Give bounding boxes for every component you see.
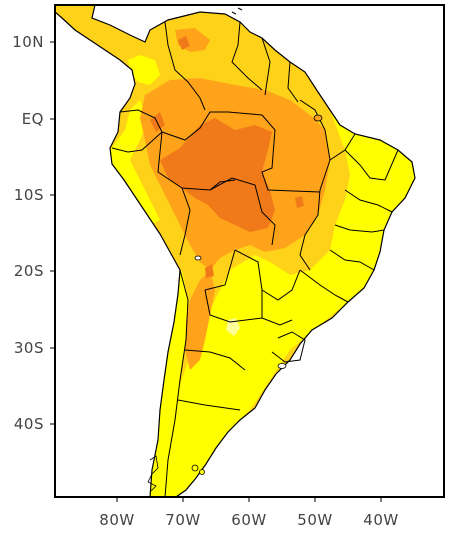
border-ecuador-peru [111,131,163,153]
x-label-60w: 60W [231,511,266,529]
border-suriname-guiana [287,61,299,103]
border-peru-brazil [157,131,236,191]
yellow-zone-east [160,110,415,497]
border-argentina-provinces-2 [261,290,293,326]
border-paraguay [234,249,301,301]
coastline [55,5,416,497]
border-colombia-brazil [161,111,263,141]
border-brazil-states-9 [299,269,349,303]
island-falklands-1 [191,464,199,472]
border-argentina-bolivia [204,249,236,291]
border-brazil-states-5 [344,149,399,181]
border-brazil-states-7 [334,224,385,233]
border-venezuela-guyana [231,21,263,91]
border-brazil-states-3 [299,189,321,271]
border-chile-argentina [164,269,189,497]
border-brazil-states-6 [344,189,393,213]
lagoa-dos-patos [277,363,287,369]
shaded-land [55,5,416,497]
x-label-40w: 40W [363,511,398,529]
dark-orange-spot-3 [295,196,304,208]
y-label-eq: EQ [22,110,44,128]
dark-orange-zone-center [160,118,275,232]
border-bolivia-brazil [209,177,276,246]
border-colombia-venezuela [164,21,206,111]
x-label-70w: 70W [165,511,200,529]
border-brazil-states-8 [329,249,375,271]
dark-orange-spot-2 [178,36,190,50]
border-colombia-ecuador [119,109,163,133]
border-argentina-provinces-4 [177,399,241,411]
x-label-80w: 80W [99,511,134,529]
border-brazil-states-2 [299,99,331,191]
y-axis-ticks [50,41,55,425]
x-axis-ticks [116,497,382,502]
y-label-40s: 40S [14,415,44,433]
caribbean-coast-islands [231,7,243,15]
archipelago-chile [147,455,159,493]
yellow-zone-north-coast [128,55,160,85]
x-axis-labels: 80W 70W 60W 50W 40W [99,511,398,529]
country-borders [111,21,399,497]
border-brazil-states-1 [261,114,321,193]
border-uruguay [271,331,306,363]
island-falklands-2 [199,469,205,475]
pale-yellow-patch [226,318,240,336]
yellow-zone-andes [150,270,188,497]
orange-zone-south [185,270,215,370]
y-label-30s: 30S [14,339,44,357]
border-argentina-provinces-1 [204,289,263,323]
border-guyana-suriname [261,37,271,96]
y-label-20s: 20S [14,262,44,280]
lake-titicaca [194,255,202,261]
island-marajo [313,114,323,122]
border-argentina-provinces-3 [184,349,246,371]
x-label-50w: 50W [297,511,332,529]
border-peru-bolivia [179,187,191,256]
dark-orange-spot-4 [205,264,214,278]
y-label-10n: 10N [12,33,44,51]
y-axis-labels: 10N EQ 10S 20S 30S 40S [12,33,44,433]
y-label-10s: 10S [14,186,44,204]
